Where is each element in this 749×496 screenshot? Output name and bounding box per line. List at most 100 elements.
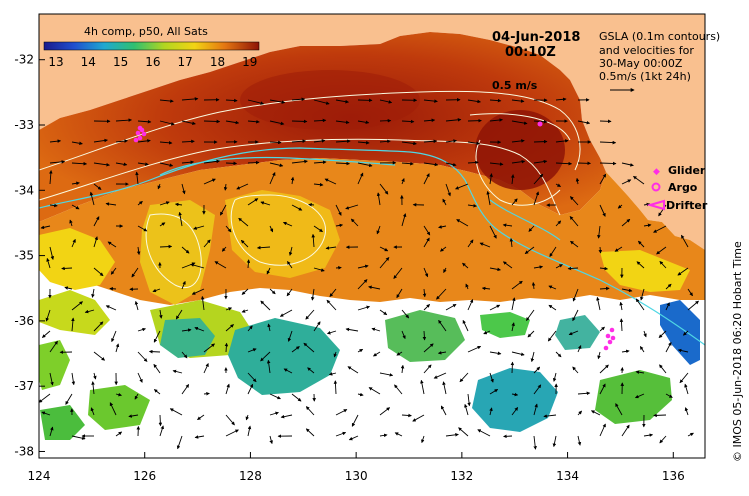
velocity-arrow — [136, 246, 141, 256]
sst-cold-patch — [472, 368, 558, 432]
velocity-arrow — [687, 300, 699, 311]
velocity-arrow — [203, 239, 211, 248]
velocity-arrow — [153, 363, 161, 374]
velocity-arrow — [71, 181, 80, 186]
velocity-arrow — [502, 223, 513, 227]
velocity-arrow — [91, 288, 95, 298]
velocity-arrow — [291, 159, 308, 164]
velocity-arrow — [310, 288, 315, 301]
velocity-arrow — [599, 423, 606, 437]
velocity-arrow — [599, 286, 610, 291]
velocity-arrow — [442, 198, 447, 206]
velocity-arrow — [93, 162, 110, 167]
colorbar-tick-label: 16 — [145, 55, 160, 69]
x-tick-label: 134 — [556, 469, 579, 483]
velocity-arrow — [665, 302, 670, 311]
velocity-arrow — [653, 225, 667, 233]
velocity-arrow — [134, 393, 139, 400]
velocity-arrow — [181, 351, 188, 359]
velocity-arrow — [379, 309, 388, 316]
velocity-arrow — [40, 225, 51, 230]
velocity-arrow — [658, 330, 667, 339]
velocity-arrow — [599, 161, 617, 166]
velocity-arrow — [401, 413, 412, 418]
velocity-arrow — [455, 183, 469, 190]
velocity-arrow — [621, 288, 633, 293]
velocity-arrow — [569, 196, 579, 206]
velocity-arrow — [246, 259, 251, 269]
velocity-arrow — [599, 140, 617, 145]
colorbar-tick-label: 19 — [242, 55, 257, 69]
velocity-arrow — [266, 359, 271, 374]
velocity-arrow — [313, 118, 327, 123]
velocity-arrow — [240, 239, 249, 248]
velocity-arrow — [90, 407, 95, 416]
velocity-arrow — [481, 286, 491, 291]
velocity-arrow — [135, 171, 139, 185]
velocity-arrow — [93, 138, 108, 143]
velocity-arrow — [128, 414, 139, 418]
velocity-arrow — [489, 407, 493, 416]
x-tick-label: 126 — [133, 469, 156, 483]
velocity-arrow — [462, 319, 469, 332]
velocity-arrow — [345, 327, 359, 332]
x-tick-label: 124 — [28, 469, 51, 483]
colorbar-gradient — [43, 41, 260, 51]
velocity-arrow — [260, 351, 271, 362]
glider-marker-icon: ◆ — [653, 167, 660, 177]
velocity-arrow — [181, 97, 199, 101]
velocity-arrow — [445, 162, 457, 167]
sst-cool-patch — [600, 250, 690, 292]
velocity-arrow — [313, 139, 326, 143]
colorbar-tick-label: 13 — [48, 55, 63, 69]
velocity-arrow — [421, 435, 425, 444]
velocity-arrow — [107, 241, 117, 248]
velocity-arrow — [372, 351, 381, 357]
velocity-arrow — [677, 348, 689, 353]
velocity-arrow — [307, 367, 315, 374]
velocity-arrow — [371, 327, 381, 332]
velocity-arrow — [467, 298, 474, 311]
velocity-arrow — [422, 288, 427, 298]
velocity-arrow — [357, 162, 373, 168]
velocity-arrow — [511, 139, 525, 143]
velocity-arrow — [241, 309, 249, 313]
velocity-arrow — [181, 328, 192, 332]
velocity-arrow — [479, 242, 491, 248]
velocity-arrow — [401, 330, 406, 340]
sst-mid-belt — [39, 158, 705, 305]
velocity-arrow — [49, 170, 53, 185]
plot-area — [39, 14, 705, 450]
velocity-arrow — [528, 225, 535, 232]
surface-current-track — [39, 147, 705, 346]
velocity-arrow — [93, 267, 104, 277]
velocity-arrow — [462, 262, 469, 269]
velocity-arrow — [153, 389, 161, 395]
velocity-arrow — [464, 403, 469, 416]
velocity-arrow — [326, 299, 337, 311]
velocity-arrow — [599, 173, 607, 185]
velocity-arrow — [134, 300, 139, 311]
velocity-arrow — [396, 351, 403, 356]
velocity-arrow — [637, 240, 645, 248]
argo-marker-icon — [651, 182, 661, 192]
velocity-arrow — [335, 139, 351, 144]
legend: ◆ Glider Argo Drifter — [646, 164, 708, 212]
x-tick-label: 136 — [662, 469, 685, 483]
velocity-arrow — [65, 393, 73, 405]
timestamp-time: 00:10Z — [505, 45, 556, 60]
velocity-arrow — [269, 435, 273, 445]
velocity-arrow — [247, 372, 257, 383]
velocity-arrow — [225, 414, 235, 426]
velocity-arrow — [158, 414, 163, 427]
velocity-arrow — [621, 218, 631, 227]
velocity-arrow — [291, 97, 306, 102]
velocity-arrow — [241, 288, 249, 295]
velocity-arrow — [39, 393, 51, 403]
velocity-arrow — [503, 434, 513, 439]
velocity-arrow — [197, 414, 205, 420]
velocity-arrow — [148, 349, 161, 354]
velocity-arrow — [190, 263, 205, 269]
velocity-arrow — [684, 407, 689, 416]
sst-cold-patch — [228, 318, 340, 395]
